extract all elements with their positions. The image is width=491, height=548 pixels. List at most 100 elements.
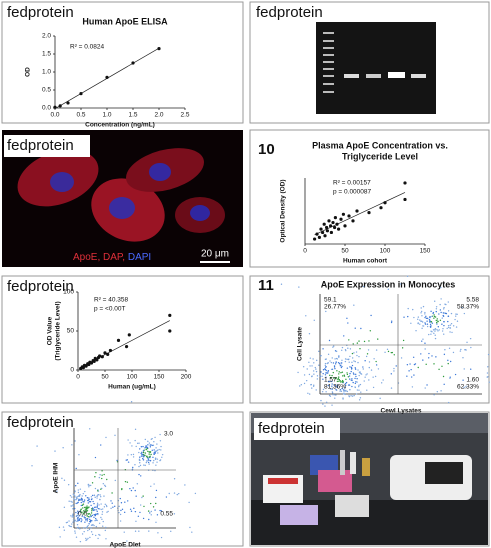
data-point [325,229,329,233]
density-dot [400,357,403,359]
density-dot [357,369,359,371]
density-dot [72,515,74,518]
density-dot [314,366,316,369]
density-dot [96,510,98,513]
density-dot [375,360,377,363]
density-dot [98,522,101,524]
density-dot [150,485,152,487]
density-dot [69,525,71,528]
density-dot [149,455,151,457]
density-dot [142,457,144,460]
density-dot [452,351,455,354]
density-dot [454,373,457,376]
density-dot [368,340,370,342]
density-dot [86,510,89,512]
density-dot [420,320,422,322]
data-point [331,220,335,225]
caption-part: ApoE, [73,252,100,263]
density-dot [426,384,428,386]
density-dot [300,384,303,386]
density-dot [79,540,82,543]
data-point [105,75,109,79]
density-dot [75,467,77,470]
density-dot [110,507,112,510]
density-dot [452,325,455,327]
density-dot [431,322,434,324]
density-dot [93,524,95,527]
density-dot [149,451,152,453]
density-dot [75,496,77,498]
density-dot [424,313,426,315]
density-dot [116,459,118,462]
density-dot [373,358,375,360]
density-dot [85,495,87,497]
density-dot [142,459,145,461]
annotation: p = 0.000087 [333,189,372,196]
density-dot [436,321,438,324]
density-dot [354,368,357,370]
density-dot [159,440,162,442]
density-dot [71,444,73,446]
density-dot [417,322,419,324]
density-dot [81,511,83,513]
density-dot [449,324,452,326]
density-dot [80,520,82,523]
density-dot [153,483,155,485]
density-dot [316,375,319,377]
density-dot [338,356,340,358]
density-dot [81,533,84,535]
density-dot [312,370,315,372]
density-dot [333,377,335,379]
y-tick-label: 0 [70,367,74,374]
density-dot [92,500,94,503]
density-dot [414,363,417,365]
density-dot [469,337,472,340]
data-point [127,333,131,337]
density-dot [56,490,58,492]
density-dot [86,520,88,522]
density-dot [460,348,462,351]
panel-label: fedprotein [7,278,74,295]
density-dot [80,499,82,501]
density-dot [435,306,438,308]
density-dot [338,380,340,383]
density-dot [332,371,334,374]
density-dot [110,500,112,502]
density-dot [84,521,86,523]
density-dot [93,513,95,516]
density-dot [173,513,176,515]
density-dot [443,383,445,386]
x-tick-label: 1.5 [128,112,137,119]
density-dot [81,504,84,506]
density-dot [341,346,344,349]
x-tick-label: 150 [420,248,431,255]
density-dot [335,357,338,360]
density-dot [412,356,415,358]
density-dot [309,365,311,367]
density-dot [424,387,426,389]
density-dot [466,341,468,344]
density-dot [95,534,97,537]
density-dot [77,482,79,485]
panel-label: fedprotein [7,137,74,154]
density-dot [335,394,337,396]
density-dot [83,499,86,501]
density-dot [148,442,151,444]
density-dot [95,525,98,528]
density-dot [94,456,97,459]
density-dot [348,339,350,341]
quadrant-label: 81.36% [324,384,346,391]
density-dot [348,358,350,360]
data-point [329,230,333,235]
density-dot [435,308,438,310]
density-dot [86,509,88,511]
density-dot [432,311,435,314]
density-dot [456,313,458,316]
data-point [325,225,329,230]
density-dot [346,373,349,376]
density-dot [442,308,445,310]
x-axis-label: ApoE Dlet [109,542,141,548]
density-dot [358,389,360,391]
density-dot [308,393,311,395]
